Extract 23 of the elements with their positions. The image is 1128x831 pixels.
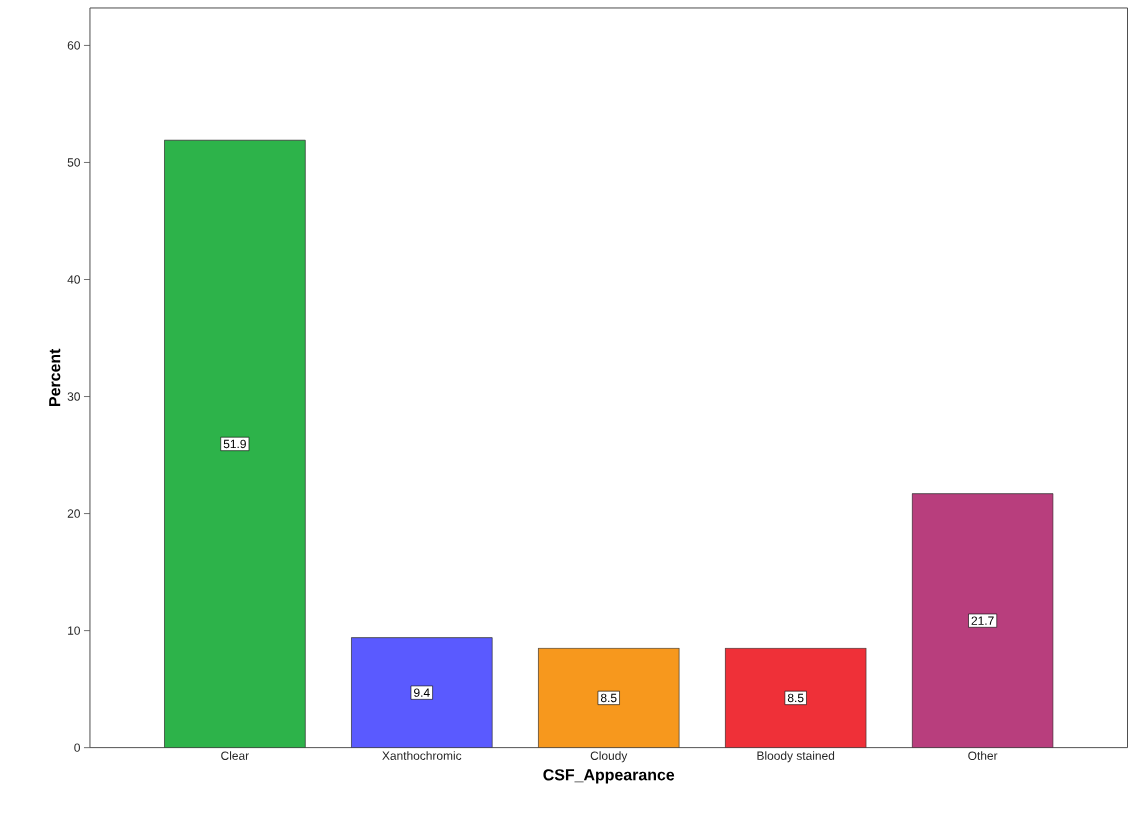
data-label: 8.5 [787,693,804,703]
data-label: 9.4 [414,688,430,698]
data-label: 51.9 [223,439,246,449]
y-tick-label: 20 [67,509,80,518]
x-axis-title: CSF_Appearance [543,769,675,784]
y-tick-label: 50 [67,158,80,167]
data-label: 21.7 [971,616,994,626]
x-tick-label: Xanthochromic [382,751,462,761]
bar [724,647,867,748]
y-tick-label: 10 [68,626,80,636]
bar [537,647,680,748]
y-axis-title: Percent [49,348,61,407]
y-tick-label: 0 [74,743,80,753]
x-tick-label: Cloudy [590,751,628,763]
x-tick-label: Clear [221,751,249,761]
y-tick-label: 60 [67,41,80,50]
y-tick-label: 40 [67,275,80,284]
data-label: 8.5 [600,693,617,703]
bar [350,637,493,748]
x-tick-label: Other [968,751,998,761]
y-tick-label: 30 [67,392,80,401]
bar [911,493,1054,748]
x-tick-label: Bloody stained [757,751,835,763]
